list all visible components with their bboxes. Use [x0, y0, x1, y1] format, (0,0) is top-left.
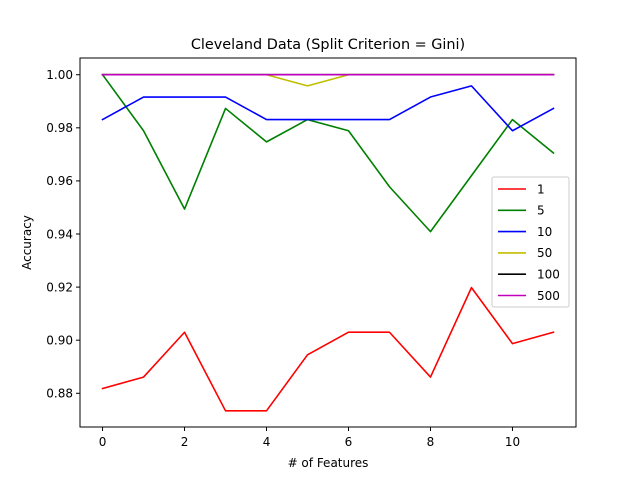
y-axis-ticks: 0.88 0.90 0.92 0.94 0.96 0.98 1.00	[46, 68, 80, 401]
x-tick-label: 8	[427, 435, 435, 449]
x-tick-label: 4	[263, 435, 271, 449]
legend-label-50: 50	[537, 246, 552, 260]
legend-label-10: 10	[537, 225, 552, 239]
series-line-5	[101, 73, 555, 233]
y-tick-label: 0.92	[46, 280, 73, 294]
x-axis-ticks: 0 2 4 6 8 10	[99, 427, 520, 449]
series-line-10	[101, 85, 555, 132]
x-tick-label: 6	[345, 435, 353, 449]
y-tick-label: 0.90	[46, 333, 73, 347]
x-tick-label: 0	[99, 435, 107, 449]
x-tick-label: 10	[505, 435, 520, 449]
y-tick-label: 0.94	[46, 227, 73, 241]
plot-border	[79, 57, 577, 428]
plot-frame	[79, 57, 577, 428]
y-tick-label: 1.00	[46, 68, 73, 82]
chart-title: Cleveland Data (Split Criterion = Gini)	[191, 37, 465, 53]
legend-label-100: 100	[537, 268, 560, 282]
legend: 1 5 10 50 100 500	[491, 176, 570, 308]
x-axis-label: # of Features	[288, 456, 369, 470]
x-tick-label: 2	[181, 435, 189, 449]
series-line-50	[101, 73, 555, 87]
legend-label-1: 1	[537, 182, 545, 196]
y-tick-label: 0.96	[46, 174, 73, 188]
y-tick-label: 0.88	[46, 387, 73, 401]
plot-series	[101, 73, 555, 412]
legend-label-500: 500	[537, 289, 560, 303]
y-tick-label: 0.98	[46, 121, 73, 135]
legend-box	[491, 176, 570, 308]
y-axis-label: Accuracy	[20, 215, 34, 270]
series-line-1	[101, 286, 555, 412]
legend-label-5: 5	[537, 204, 545, 218]
